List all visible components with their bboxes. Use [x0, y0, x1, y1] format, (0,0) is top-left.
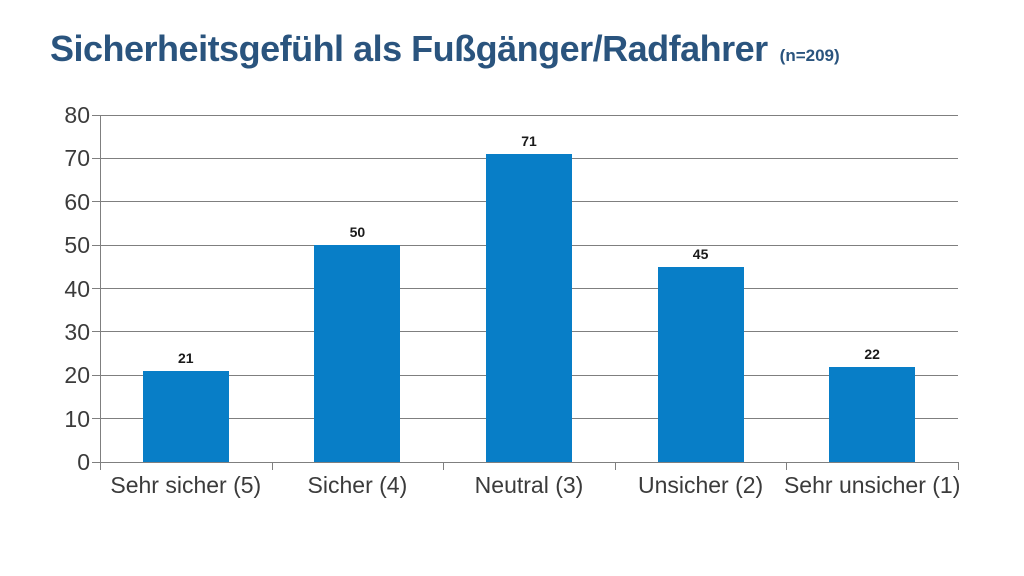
bar — [314, 245, 401, 462]
bar — [486, 154, 572, 462]
y-axis-tick — [92, 374, 100, 376]
x-axis-category-label: Sehr unsicher (1) — [783, 472, 961, 498]
y-axis-tick-label: 30 — [64, 318, 90, 345]
y-axis-tick-label: 40 — [64, 275, 90, 302]
y-axis-tick — [92, 244, 100, 246]
x-axis-category-label: Sehr sicher (5) — [110, 472, 262, 498]
gridline — [100, 114, 958, 116]
x-axis-category-label: Neutral (3) — [474, 472, 584, 498]
gridline — [100, 461, 958, 463]
y-axis-tick — [92, 331, 100, 333]
bar-value-label: 50 — [349, 224, 366, 241]
y-axis-tick-label: 50 — [64, 232, 90, 259]
y-axis-tick-label: 20 — [64, 362, 90, 389]
y-axis-tick-label: 0 — [77, 449, 90, 475]
bar — [142, 370, 229, 462]
x-axis-tick — [271, 462, 273, 470]
y-axis-tick — [92, 288, 100, 289]
chart-title: Sicherheitsgefühl als Fußgänger/Radfahre… — [50, 28, 768, 69]
bar — [657, 266, 744, 462]
x-axis-category-label: Sicher (4) — [307, 472, 408, 498]
sample-size-label: (n=209) — [779, 46, 840, 65]
x-axis-tick — [614, 462, 616, 470]
x-axis-category-label: Unsicher (2) — [637, 472, 764, 498]
x-axis-tick — [443, 462, 445, 470]
y-axis-tick — [92, 114, 100, 116]
y-axis-tick-label: 60 — [64, 188, 90, 215]
y-axis-tick — [92, 201, 100, 203]
x-axis-tick — [100, 462, 101, 470]
y-axis-tick-label: 80 — [64, 102, 90, 128]
bar-value-label: 22 — [864, 345, 880, 362]
y-axis-line — [100, 115, 101, 470]
page-title: Sicherheitsgefühl als Fußgänger/Radfahre… — [50, 28, 840, 70]
bar-value-label: 45 — [692, 245, 709, 262]
y-axis-tick — [92, 418, 100, 420]
bar — [829, 366, 916, 462]
bar-value-label: 71 — [521, 133, 537, 150]
y-axis-tick-label: 10 — [64, 405, 90, 432]
x-axis-tick — [958, 462, 959, 470]
x-axis-tick — [786, 462, 788, 470]
y-axis-tick-label: 70 — [64, 145, 90, 172]
bar-value-label: 21 — [178, 349, 194, 366]
y-axis-tick — [92, 157, 100, 159]
y-axis-tick — [92, 461, 100, 463]
